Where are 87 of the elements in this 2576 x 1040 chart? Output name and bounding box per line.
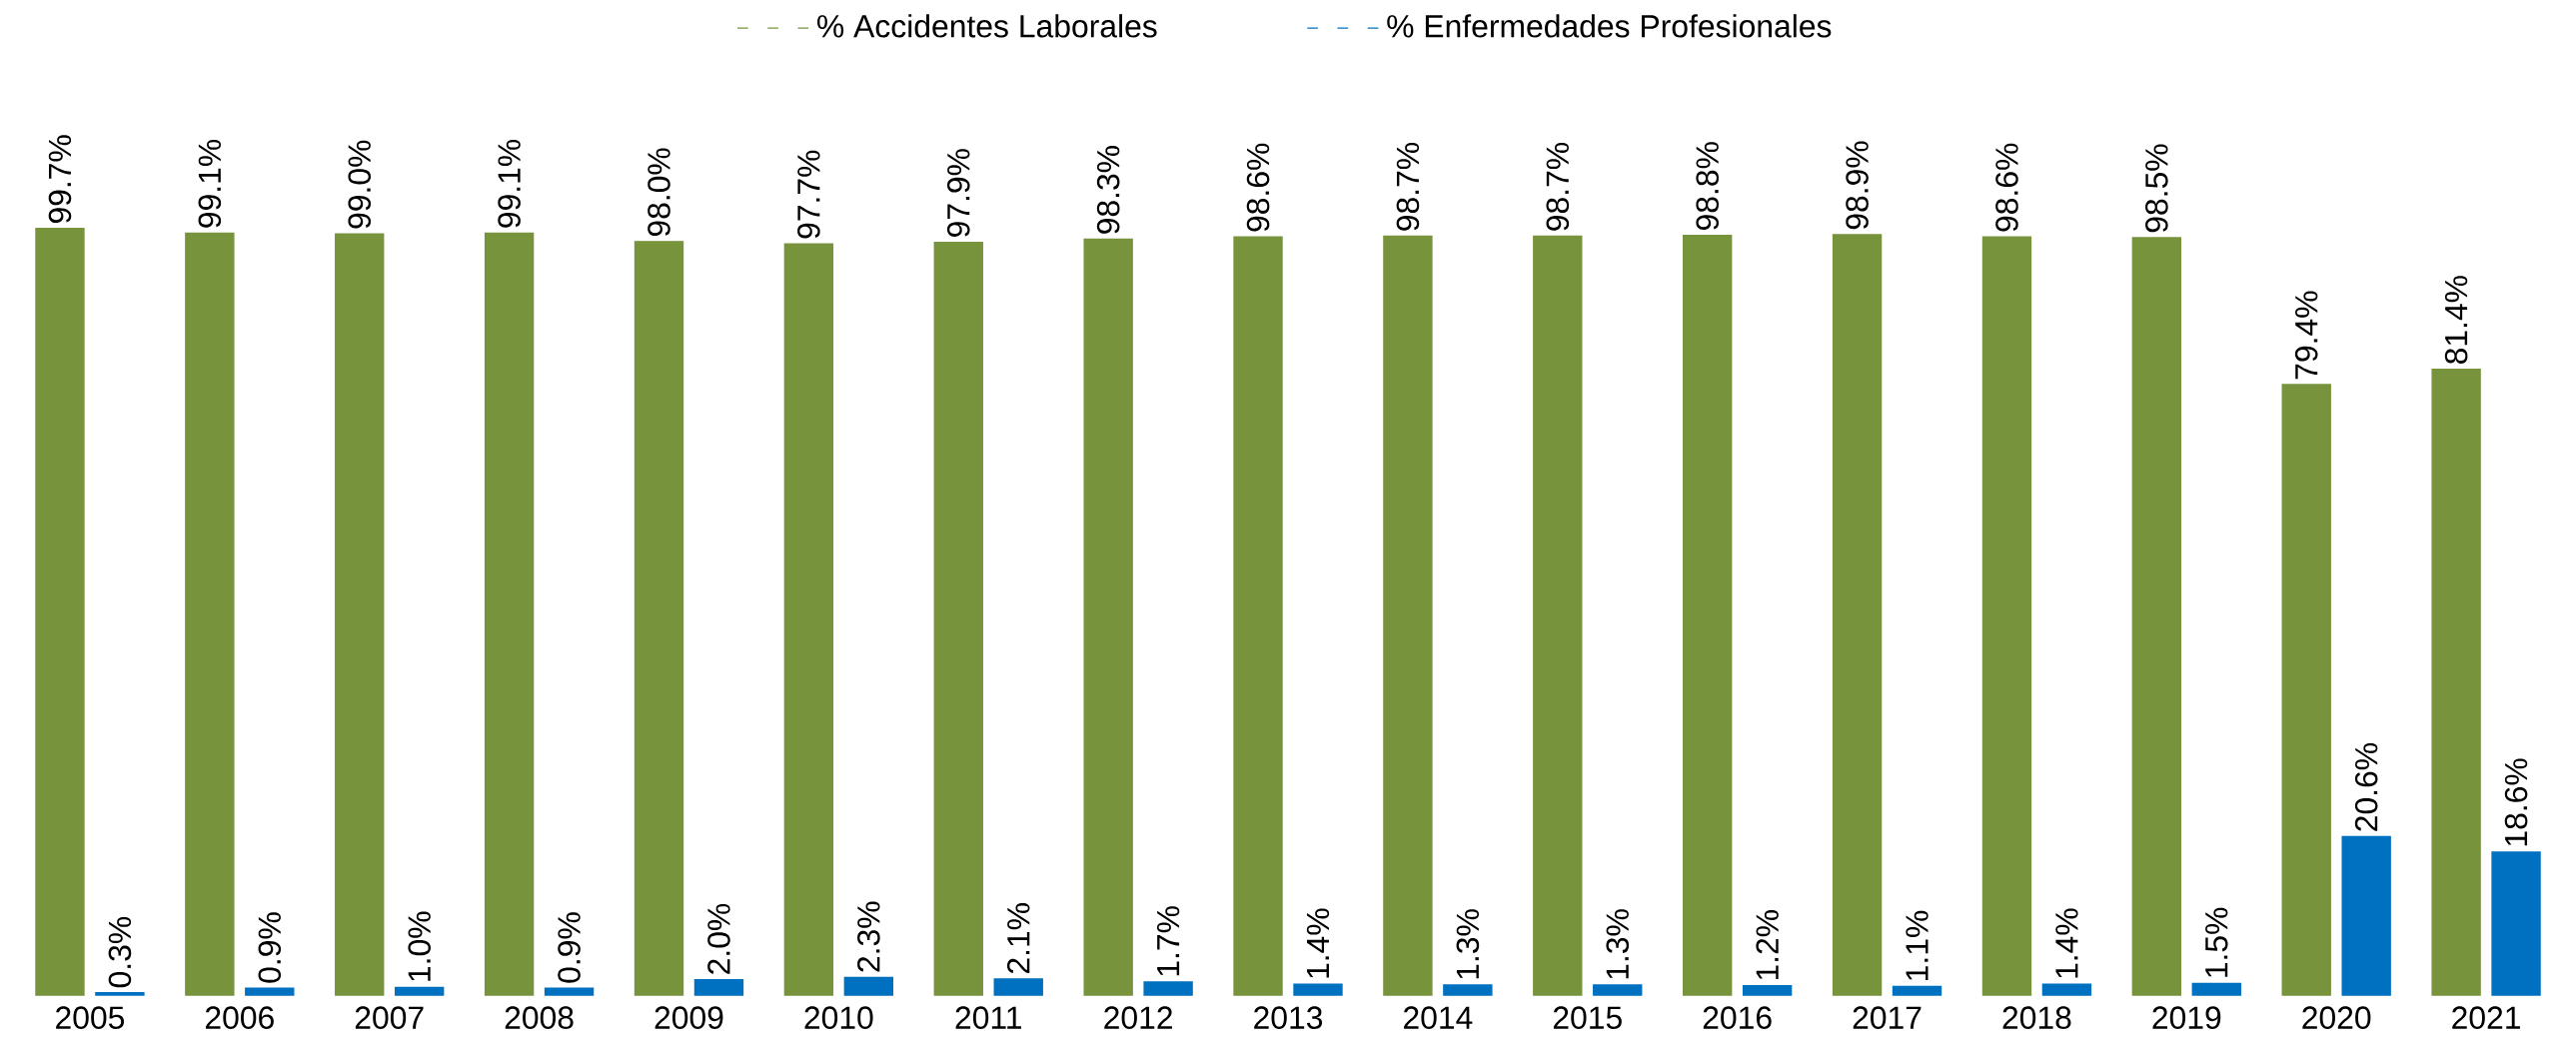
x-tick-label: 2019	[2152, 1006, 2221, 1030]
data-label: 2.0%	[707, 904, 730, 975]
x-tick-label: 2010	[804, 1006, 873, 1030]
x-tick-label: 2005	[56, 1006, 125, 1030]
x-tick-label: 2011	[955, 1006, 1021, 1030]
data-label: 98.0%	[647, 148, 670, 237]
bar	[2041, 983, 2092, 996]
data-label: 79.4%	[2294, 291, 2318, 380]
data-label: 1.3%	[1456, 909, 1480, 979]
data-label: 99.1%	[498, 140, 521, 228]
bar	[335, 233, 385, 996]
data-label: 0.3%	[108, 917, 132, 988]
bar	[544, 987, 595, 996]
data-label: 98.7%	[1396, 143, 1420, 231]
bar	[185, 232, 235, 996]
data-label: 0.9%	[558, 912, 581, 983]
data-label: 81.4%	[2444, 276, 2468, 365]
data-label: 0.9%	[258, 912, 282, 983]
bar	[35, 228, 85, 996]
x-tick-label: 2016	[1703, 1006, 1772, 1030]
x-tick-label: 2009	[654, 1006, 723, 1030]
bar	[484, 232, 535, 996]
bar	[783, 243, 834, 996]
bar	[2341, 836, 2391, 996]
bar	[245, 987, 295, 996]
x-tick-label: 2017	[1853, 1006, 1922, 1030]
bar	[2281, 384, 2331, 996]
data-label: 98.6%	[1995, 143, 2018, 232]
bar	[1143, 981, 1193, 996]
legend-label: % Enfermedades Profesionales	[1387, 14, 1832, 38]
data-label: 2.1%	[1006, 903, 1030, 974]
x-tick-label: 2008	[505, 1006, 574, 1030]
data-label: 1.2%	[1756, 910, 1779, 980]
bar	[1533, 235, 1583, 996]
bar	[95, 992, 145, 996]
x-tick-label: 2006	[205, 1006, 274, 1030]
data-label: 1.4%	[2055, 908, 2078, 978]
x-tick-label: 2012	[1104, 1006, 1172, 1030]
legend-label: % Accidentes Laborales	[817, 14, 1157, 38]
bar	[1683, 235, 1733, 996]
x-tick-label: 2014	[1404, 1006, 1473, 1030]
bar	[2191, 983, 2241, 996]
bar	[1832, 234, 1883, 996]
data-label: 98.9%	[1846, 141, 1869, 230]
data-label: 98.8%	[1696, 142, 1719, 231]
data-label: 99.1%	[198, 140, 222, 228]
bar	[1742, 985, 1793, 996]
data-label: 1.1%	[1906, 911, 1929, 981]
x-tick-label: 2007	[355, 1006, 424, 1030]
data-label: 18.6%	[2504, 758, 2528, 846]
x-tick-label: 2020	[2302, 1006, 2371, 1030]
data-label: 99.7%	[48, 135, 72, 224]
bar	[2131, 237, 2182, 996]
data-label: 98.3%	[1096, 146, 1120, 235]
bar	[993, 978, 1043, 996]
x-tick-label: 2013	[1254, 1006, 1323, 1030]
bar	[1293, 983, 1343, 996]
bar	[2491, 851, 2541, 996]
data-label: 1.0%	[408, 911, 431, 981]
bar	[1083, 239, 1133, 996]
data-label: 1.7%	[1156, 906, 1180, 976]
data-label: 1.4%	[1306, 908, 1330, 978]
x-tick-label: 2015	[1553, 1006, 1622, 1030]
bar	[843, 976, 894, 996]
x-tick-label: 2018	[2002, 1006, 2071, 1030]
bar	[1233, 236, 1283, 996]
data-label: 97.9%	[946, 149, 970, 238]
x-tick-label: 2021	[2452, 1006, 2520, 1030]
data-label: 99.0%	[348, 140, 372, 229]
bar	[1892, 986, 1942, 996]
bar	[395, 986, 445, 996]
data-label: 1.3%	[1606, 909, 1630, 979]
bar	[1593, 984, 1643, 996]
data-label: 98.7%	[1546, 143, 1570, 231]
data-label: 98.6%	[1246, 143, 1270, 232]
bar	[933, 242, 983, 996]
bar	[1981, 236, 2032, 996]
data-label: 97.7%	[797, 150, 820, 239]
bar	[1443, 984, 1493, 996]
data-label: 1.5%	[2205, 907, 2228, 978]
data-label: 20.6%	[2354, 743, 2378, 831]
bar	[2431, 369, 2481, 996]
bar	[1383, 235, 1433, 996]
data-label: 98.5%	[2145, 144, 2168, 233]
bar	[693, 979, 744, 996]
data-label: 2.3%	[857, 901, 880, 972]
bar	[634, 241, 684, 996]
